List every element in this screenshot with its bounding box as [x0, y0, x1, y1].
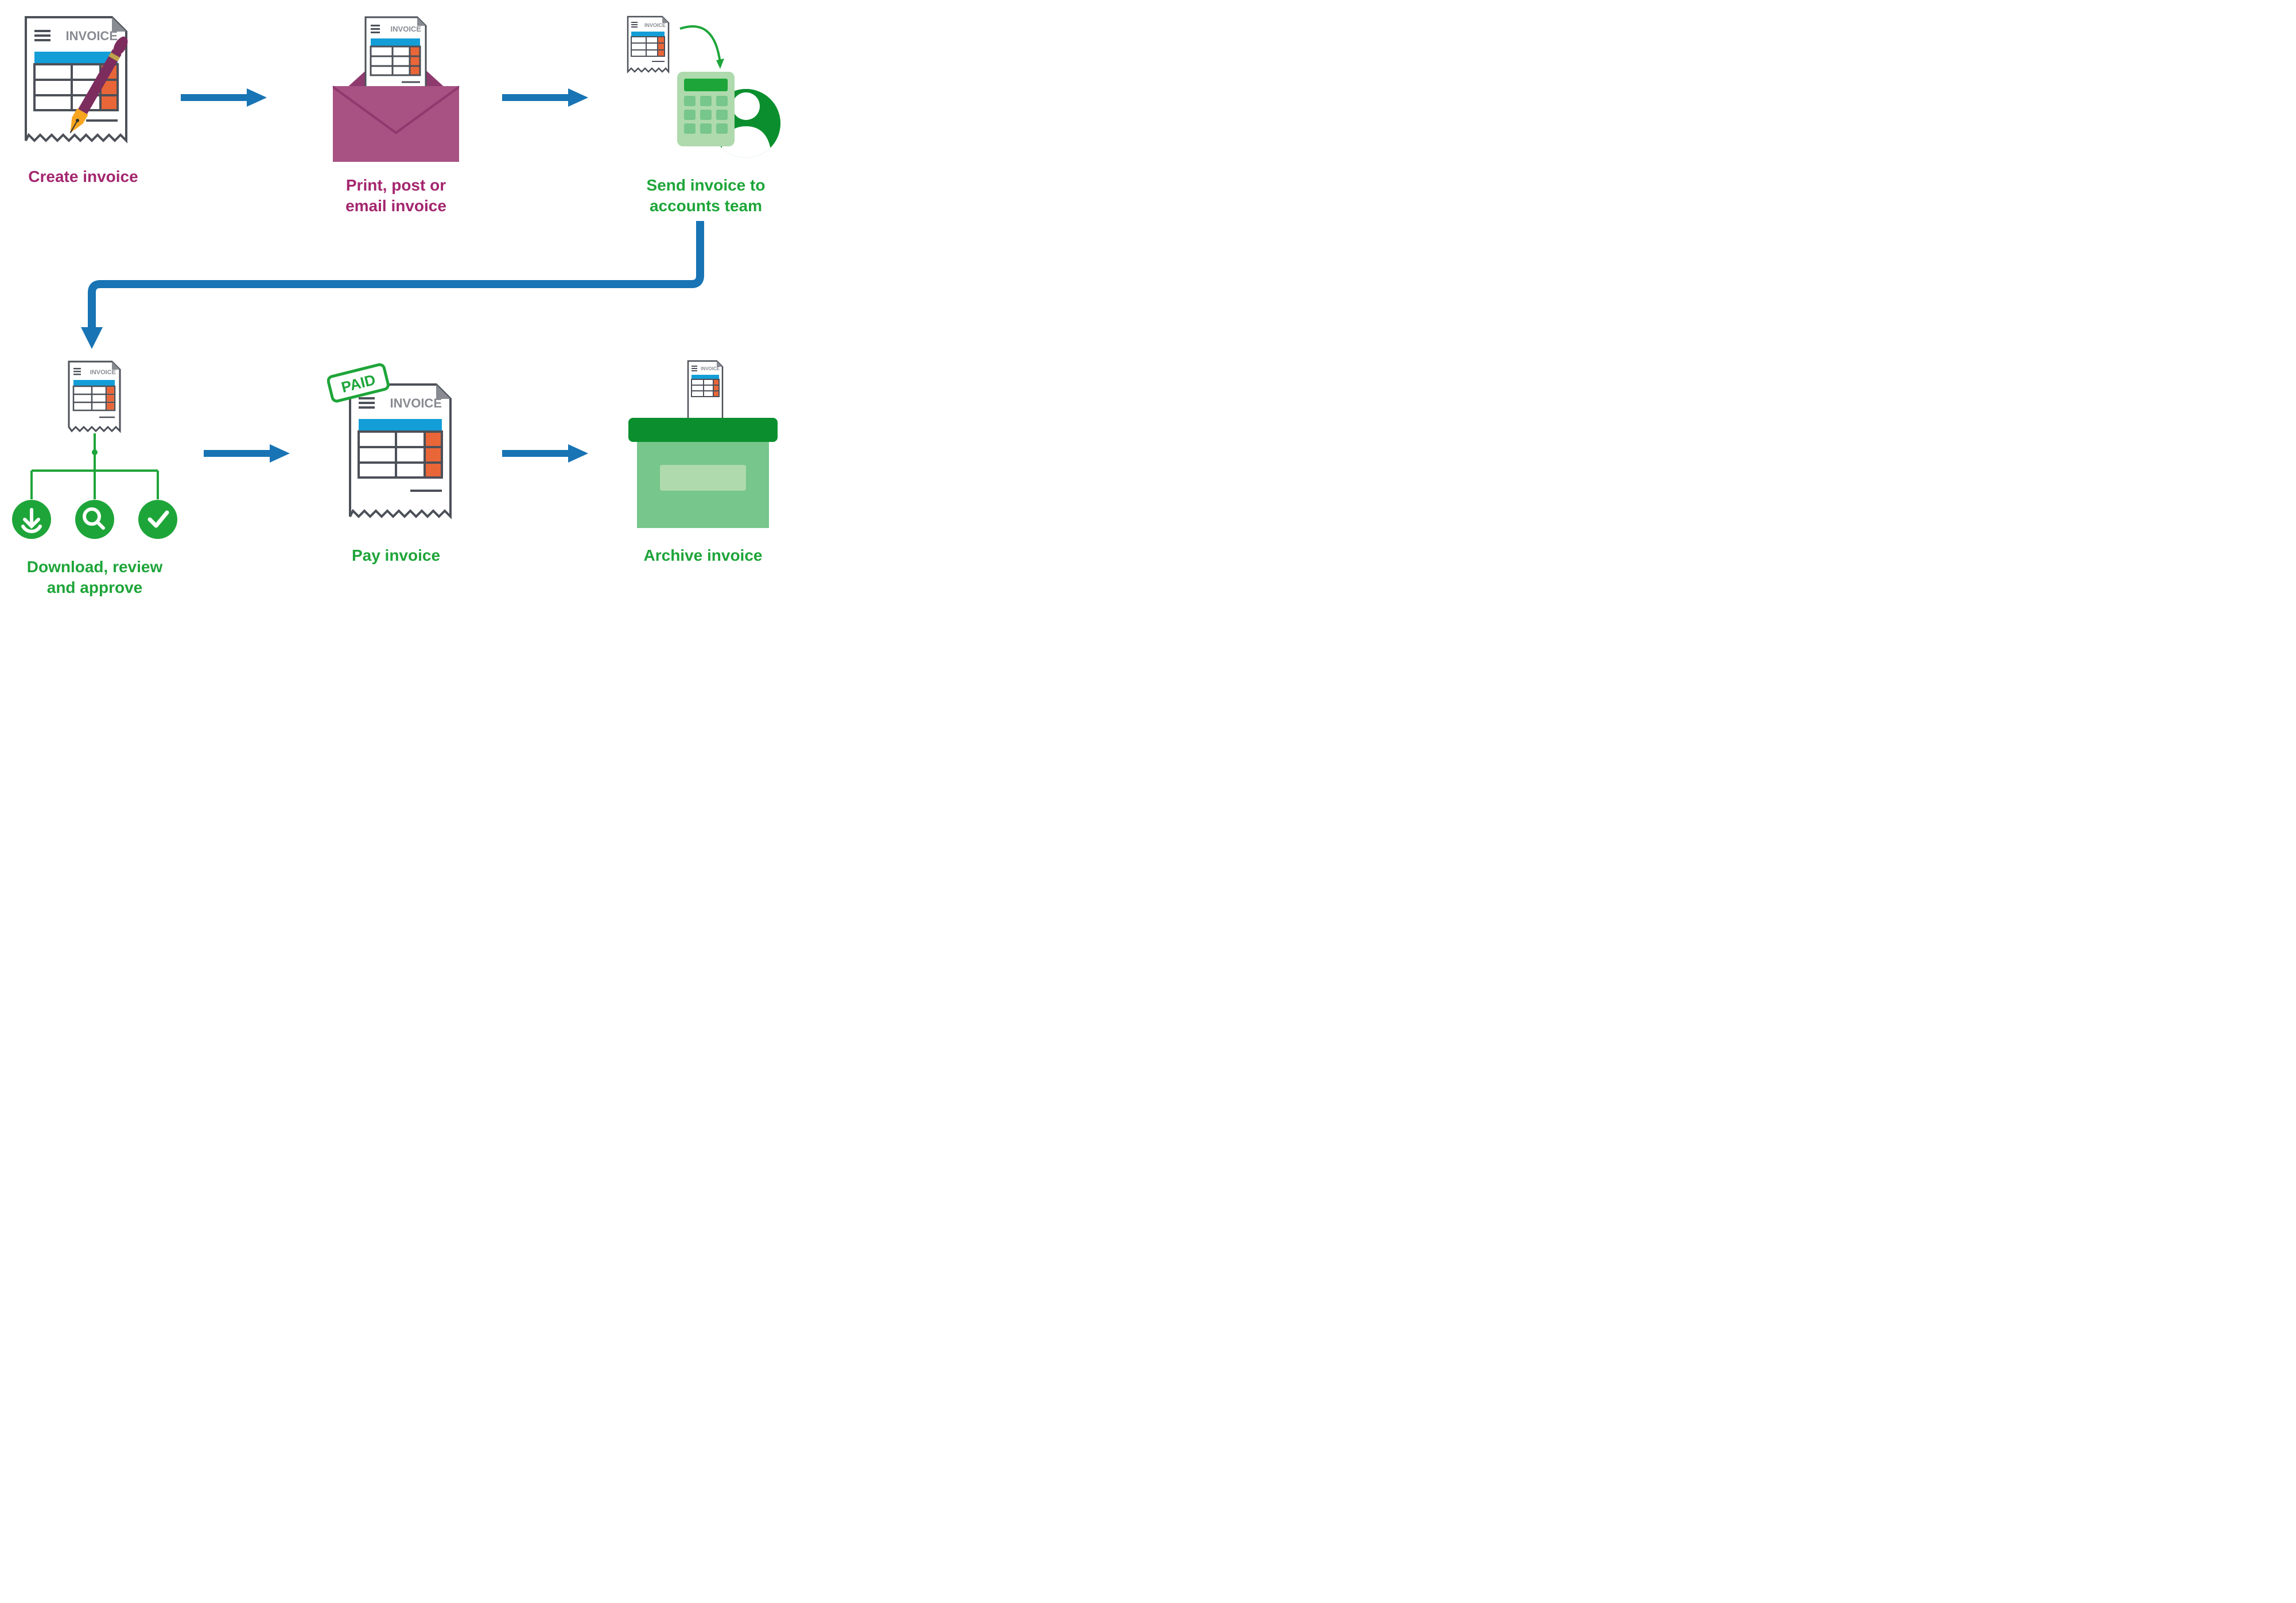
step-archive-invoice: INVOICE Archive invoice	[620, 356, 786, 566]
accounts-team-icon: INVOICE	[620, 11, 792, 164]
invoice-flowchart: INVOICE Create invoice	[11, 11, 884, 620]
arrow-icon	[499, 442, 591, 465]
envelope-invoice-icon: INVOICE	[321, 11, 471, 164]
step-label: Create invoice	[17, 166, 149, 187]
arrow-icon	[201, 442, 293, 465]
step-send-accounts: INVOICE	[620, 11, 792, 217]
review-approve-icon: INVOICE	[11, 356, 178, 545]
step-label: Download, review and approve	[11, 557, 178, 599]
step-label: Print, post or email invoice	[321, 175, 471, 217]
arrow-icon	[499, 86, 591, 109]
step-pay-invoice: INVOICE PAID Pay invoice	[327, 362, 465, 566]
invoice-label: INVOICE	[701, 366, 720, 371]
invoice-label: INVOICE	[66, 29, 118, 43]
step-label: Pay invoice	[327, 545, 465, 566]
create-invoice-icon: INVOICE	[17, 11, 149, 155]
invoice-label: INVOICE	[644, 22, 666, 28]
step-download-review-approve: INVOICE	[11, 356, 178, 599]
step-create-invoice: INVOICE Create invoice	[17, 11, 149, 187]
step-print-post-email: INVOICE Print, post or email invoice	[321, 11, 471, 217]
paid-invoice-icon: INVOICE PAID	[327, 362, 465, 534]
invoice-label: INVOICE	[90, 369, 116, 376]
invoice-label: INVOICE	[391, 25, 422, 33]
arrow-icon	[178, 86, 270, 109]
step-label: Send invoice to accounts team	[620, 175, 792, 217]
invoice-label: INVOICE	[390, 396, 442, 410]
archive-box-icon: INVOICE	[620, 356, 786, 534]
arrow-icon	[72, 218, 714, 356]
step-label: Archive invoice	[620, 545, 786, 566]
